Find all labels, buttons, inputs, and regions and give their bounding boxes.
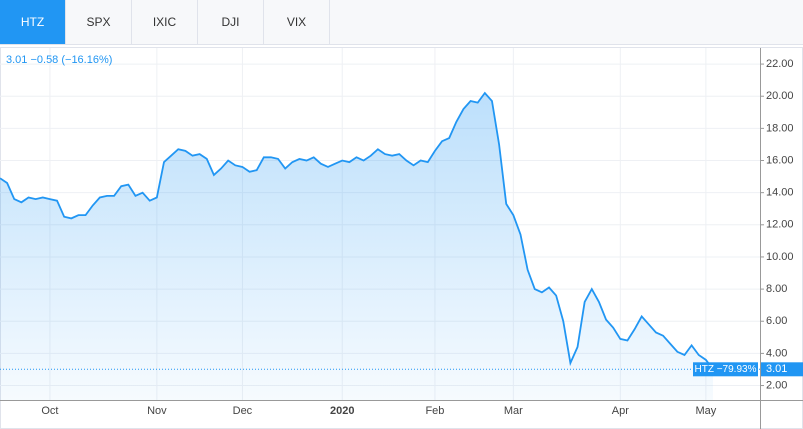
y-tick-label: 18.00 xyxy=(766,122,794,134)
tab[interactable]: VIX xyxy=(264,0,330,44)
y-tick-label: 16.00 xyxy=(766,154,794,166)
y-tick-label: 10.00 xyxy=(766,251,794,263)
y-tick-label: 14.00 xyxy=(766,187,794,199)
x-tick-label: Nov xyxy=(147,405,167,417)
x-tick-label: 2020 xyxy=(330,405,354,417)
legend-text: 3.01 −0.58 (−16.16%) xyxy=(6,54,112,66)
y-tick-label: 2.00 xyxy=(766,379,787,391)
x-tick-label: May xyxy=(695,405,716,417)
y-tick-label: 20.00 xyxy=(766,90,794,102)
x-tick-label: Dec xyxy=(233,405,253,417)
y-tick-label: 6.00 xyxy=(766,315,787,327)
x-tick-label: Oct xyxy=(41,405,58,417)
change-label-box xyxy=(693,362,758,377)
tab[interactable]: DJI xyxy=(198,0,264,44)
y-tick-label: 12.00 xyxy=(766,219,794,231)
tab-bar: HTZ SPX IXIC DJI VIX xyxy=(0,0,803,45)
tab[interactable]: HTZ xyxy=(0,0,66,44)
x-tick-label: Feb xyxy=(425,405,444,417)
x-tick-label: Apr xyxy=(612,405,629,417)
price-label-box xyxy=(761,362,803,377)
price-line xyxy=(0,91,714,370)
y-tick-label: 22.00 xyxy=(766,58,794,70)
y-tick-label: 8.00 xyxy=(766,283,787,295)
change-label: HTZ −79.93% xyxy=(695,364,757,375)
area-fill xyxy=(0,93,713,400)
tab[interactable]: IXIC xyxy=(132,0,198,44)
price-label: 3.01 xyxy=(766,363,787,375)
y-tick-label: 4.00 xyxy=(766,347,787,359)
x-tick-label: Mar xyxy=(504,405,523,417)
tab[interactable]: SPX xyxy=(66,0,132,44)
